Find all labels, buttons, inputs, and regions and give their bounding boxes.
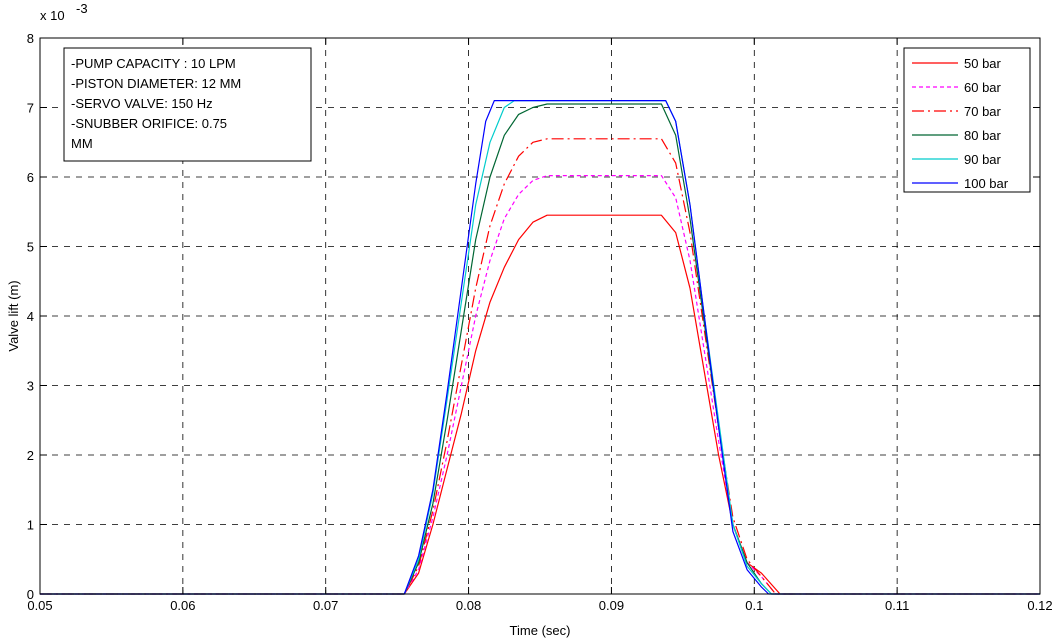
y-tick-label: 4 — [27, 309, 34, 324]
annotation-line-servo: -SERVO VALVE: 150 Hz — [71, 96, 213, 111]
series-line-70-bar — [40, 138, 1040, 595]
annotation-line-piston: -PISTON DIAMETER: 12 MM — [71, 76, 241, 91]
legend-label-70-bar: 70 bar — [964, 104, 1002, 119]
x-tick-label: 0.11 — [885, 598, 909, 613]
x-axis-title: Time (sec) — [510, 623, 571, 638]
y-tick-label: 7 — [27, 101, 34, 116]
x-tick-label: 0.1 — [745, 598, 763, 613]
annotation-line-pump: -PUMP CAPACITY : 10 LPM — [71, 56, 236, 71]
y-tick-label: 5 — [27, 240, 34, 255]
x-tick-label: 0.09 — [599, 598, 624, 613]
x-tick-label: 0.06 — [170, 598, 195, 613]
y-tick-label: 6 — [27, 170, 34, 185]
y-tick-label: 8 — [27, 31, 34, 46]
y-axis-title: Valve lift (m) — [6, 280, 21, 351]
series-line-100-bar — [40, 99, 1040, 595]
x-tick-label: 0.07 — [313, 598, 338, 613]
x-tick-label: 0.05 — [27, 598, 52, 613]
y-tick-label: 1 — [27, 518, 34, 533]
tick-layer: 0.05 0.06 0.07 0.08 0.09 0.1 0.11 0.12 0 1 2 3 4 5 6 7 8 — [27, 31, 1053, 613]
legend-frame — [903, 47, 1031, 193]
y-tick-label: 0 — [27, 587, 34, 602]
legend-label-90-bar: 90 bar — [964, 152, 1002, 167]
legend: 50 bar 60 bar 70 bar 80 bar 90 bar 100 bar — [903, 47, 1031, 193]
legend-label-60-bar: 60 bar — [964, 80, 1002, 95]
legend-items: 50 bar 60 bar 70 bar 80 bar 90 bar 100 bar — [912, 56, 1009, 191]
legend-label-100-bar: 100 bar — [964, 176, 1009, 191]
x-tick-label: 0.12 — [1027, 598, 1052, 613]
y-tick-label: 3 — [27, 379, 34, 394]
annotation-line-snubber: -SNUBBER ORIFICE: 0.75 — [71, 116, 227, 131]
series-layer — [40, 99, 1040, 595]
y-exponent-base: x 10 — [40, 8, 65, 23]
y-exponent-power: -3 — [76, 1, 88, 16]
grid-layer — [40, 38, 1040, 594]
legend-label-80-bar: 80 bar — [964, 128, 1002, 143]
y-tick-label: 2 — [27, 448, 34, 463]
x-tick-label: 0.08 — [456, 598, 481, 613]
annotation-frame — [63, 47, 312, 162]
legend-label-50-bar: 50 bar — [964, 56, 1002, 71]
annotation-box: -PUMP CAPACITY : 10 LPM -PISTON DIAMETER… — [63, 47, 312, 162]
annotation-line-snubber-unit: MM — [71, 136, 93, 151]
